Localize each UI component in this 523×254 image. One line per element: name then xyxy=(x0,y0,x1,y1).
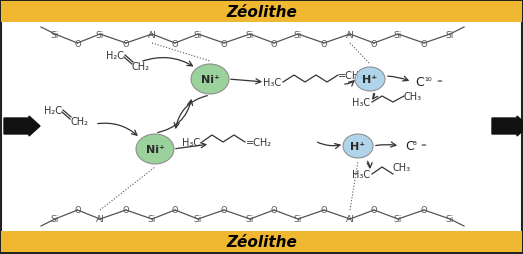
Text: H₃C: H₃C xyxy=(182,137,200,147)
Text: Si: Si xyxy=(246,215,254,224)
Text: Si: Si xyxy=(246,30,254,39)
FancyArrowPatch shape xyxy=(345,82,354,87)
Text: Al: Al xyxy=(346,215,355,224)
Text: CH₃: CH₃ xyxy=(404,92,422,102)
Text: O: O xyxy=(321,206,327,215)
FancyArrowPatch shape xyxy=(143,58,192,67)
FancyArrowPatch shape xyxy=(98,124,137,136)
Ellipse shape xyxy=(136,134,174,164)
Text: O: O xyxy=(321,39,327,48)
Text: ₈: ₈ xyxy=(413,136,417,146)
Ellipse shape xyxy=(343,134,373,158)
Text: Si: Si xyxy=(394,215,402,224)
Text: Zéolithe: Zéolithe xyxy=(226,5,298,20)
Text: =CH₂: =CH₂ xyxy=(338,71,364,81)
Text: O: O xyxy=(420,39,427,48)
Text: O: O xyxy=(172,39,178,48)
Text: H₃C: H₃C xyxy=(352,98,370,108)
Ellipse shape xyxy=(191,65,229,95)
FancyArrowPatch shape xyxy=(317,143,340,149)
FancyArrowPatch shape xyxy=(158,101,192,133)
FancyArrowPatch shape xyxy=(367,162,372,168)
FancyBboxPatch shape xyxy=(1,2,522,23)
Text: ₁₀: ₁₀ xyxy=(424,73,432,83)
Text: Si: Si xyxy=(194,30,202,39)
Text: Al: Al xyxy=(346,30,355,39)
Text: Al: Al xyxy=(147,30,156,39)
Text: Si: Si xyxy=(394,30,402,39)
Text: CH₃: CH₃ xyxy=(393,162,411,172)
Text: O: O xyxy=(271,39,277,48)
Text: O: O xyxy=(371,206,377,215)
Text: O: O xyxy=(123,39,129,48)
Text: Si: Si xyxy=(148,215,156,224)
Text: Si: Si xyxy=(96,30,104,39)
Text: Ni⁺: Ni⁺ xyxy=(200,75,220,85)
Text: O: O xyxy=(271,206,277,215)
Text: Si: Si xyxy=(51,215,59,224)
Text: CH₂: CH₂ xyxy=(132,62,150,72)
Text: Ni⁺: Ni⁺ xyxy=(145,145,164,154)
Text: C: C xyxy=(405,140,414,153)
Text: H⁺: H⁺ xyxy=(362,75,378,85)
Text: Si: Si xyxy=(294,215,302,224)
Text: Zéolithe: Zéolithe xyxy=(226,234,298,249)
Text: H₂C: H₂C xyxy=(44,106,62,116)
Text: H₃C: H₃C xyxy=(352,169,370,179)
Text: Si: Si xyxy=(194,215,202,224)
Text: O: O xyxy=(172,206,178,215)
Text: ⁼: ⁼ xyxy=(436,78,442,88)
Text: H₃C: H₃C xyxy=(263,78,281,88)
Text: O: O xyxy=(74,39,81,48)
Text: Si: Si xyxy=(294,30,302,39)
Text: Al: Al xyxy=(96,215,105,224)
FancyBboxPatch shape xyxy=(1,231,522,252)
Ellipse shape xyxy=(355,68,385,92)
Text: O: O xyxy=(123,206,129,215)
Text: O: O xyxy=(221,39,228,48)
FancyArrow shape xyxy=(4,117,40,136)
Text: CH₂: CH₂ xyxy=(70,117,88,126)
Text: O: O xyxy=(74,206,81,215)
FancyArrowPatch shape xyxy=(176,143,206,149)
Text: ⁼: ⁼ xyxy=(420,141,426,151)
FancyArrowPatch shape xyxy=(231,80,261,84)
FancyArrowPatch shape xyxy=(373,94,378,99)
Text: O: O xyxy=(371,39,377,48)
FancyArrowPatch shape xyxy=(174,96,207,128)
Text: Si: Si xyxy=(446,30,454,39)
Text: C: C xyxy=(415,76,424,89)
FancyArrow shape xyxy=(492,117,523,136)
FancyArrowPatch shape xyxy=(376,142,396,147)
Text: =CH₂: =CH₂ xyxy=(246,137,272,147)
Text: O: O xyxy=(420,206,427,215)
Text: Si: Si xyxy=(446,215,454,224)
Text: Si: Si xyxy=(51,30,59,39)
Text: O: O xyxy=(221,206,228,215)
Text: H₂C: H₂C xyxy=(106,51,124,61)
FancyArrowPatch shape xyxy=(388,77,408,82)
Text: H⁺: H⁺ xyxy=(350,141,366,151)
